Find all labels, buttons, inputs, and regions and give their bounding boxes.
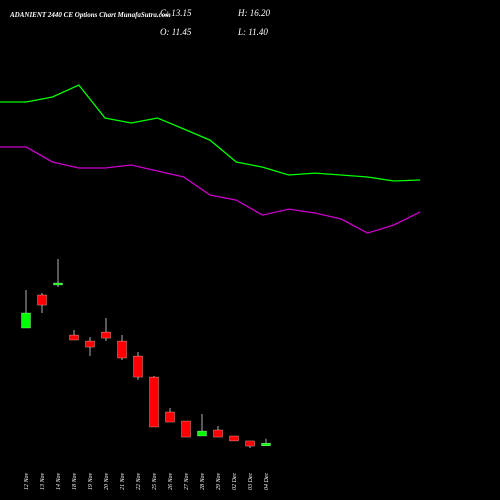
candle-body	[37, 294, 47, 306]
x-tick-label: 02 Dec	[232, 473, 238, 490]
low-label: L: 11.40	[237, 27, 268, 37]
candle-body	[53, 282, 63, 286]
candle-body	[149, 376, 159, 428]
candle-body	[261, 443, 271, 446]
x-tick-label: 29 Nov	[216, 472, 222, 490]
line-series	[0, 146, 421, 234]
candle-body	[181, 420, 191, 438]
x-tick-label: 25 Nov	[152, 472, 158, 490]
candle-body	[229, 435, 239, 442]
x-tick-label: 22 Nov	[136, 472, 142, 490]
candle-body	[101, 331, 111, 339]
candle-body	[245, 440, 255, 447]
candle-body	[213, 429, 223, 438]
chart-title: ADANIENT 2440 CE Options Chart MunafaSut…	[9, 11, 171, 19]
x-tick-label: 12 Nov	[24, 472, 30, 490]
open-label: O: 11.45	[160, 27, 192, 37]
x-tick-label: 21 Nov	[120, 472, 126, 490]
candle-body	[117, 340, 127, 359]
x-tick-label: 26 Nov	[168, 472, 174, 490]
line-series	[0, 84, 421, 182]
x-tick-label: 03 Dec	[248, 473, 254, 490]
candle-body	[197, 430, 207, 437]
x-tick-label: 28 Nov	[200, 472, 206, 490]
high-label: H: 16.20	[237, 8, 270, 18]
candle-body	[165, 411, 175, 423]
x-tick-label: 18 Nov	[72, 472, 78, 490]
candle-body	[133, 355, 143, 378]
candle-body	[85, 340, 95, 348]
x-tick-label: 20 Nov	[104, 472, 110, 490]
x-tick-label: 19 Nov	[88, 472, 94, 490]
candle-body	[21, 312, 31, 329]
x-tick-label: 04 Dec	[263, 473, 270, 490]
candle-body	[69, 334, 79, 341]
close-label: C: 13.15	[160, 8, 192, 18]
x-tick-label: 27 Nov	[184, 472, 190, 490]
x-tick-label: 14 Nov	[55, 472, 62, 490]
x-tick-label: 13 Nov	[40, 472, 46, 490]
